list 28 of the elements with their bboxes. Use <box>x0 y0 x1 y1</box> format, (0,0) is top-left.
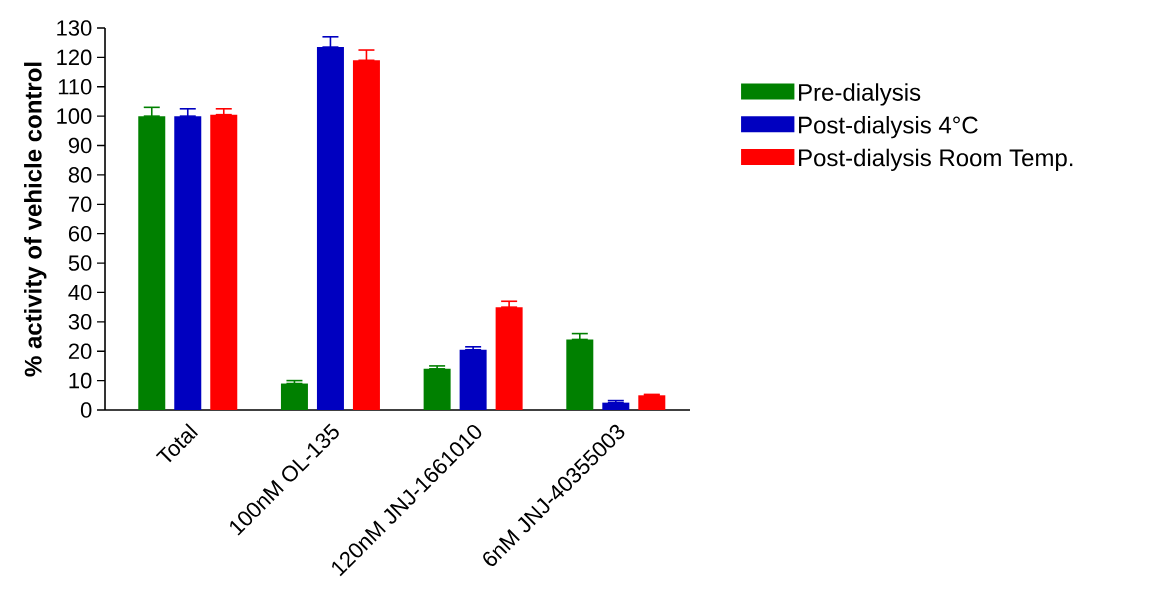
bar <box>423 368 451 410</box>
y-tick-label: 10 <box>69 372 92 389</box>
bar <box>138 116 166 410</box>
y-tick-label: 110 <box>58 78 92 95</box>
legend-label: Pre-dialysis <box>799 83 921 106</box>
bar <box>280 383 308 410</box>
y-tick-label: 90 <box>68 137 92 154</box>
y-tick-label: 20 <box>68 343 92 359</box>
y-tick-label: 70 <box>68 196 92 213</box>
y-axis-title: % activity of vehicle control <box>24 62 47 377</box>
y-tick-label: 30 <box>68 314 92 330</box>
bar <box>459 349 487 410</box>
bar <box>495 307 523 410</box>
y-tick-label: 60 <box>68 225 92 242</box>
y-tick-label: 120 <box>57 49 92 66</box>
bar <box>174 116 202 410</box>
legend-label: Post-dialysis 4°C <box>799 115 978 139</box>
y-tick-label: 0 <box>80 402 92 418</box>
y-tick-label: 80 <box>68 167 92 183</box>
bar <box>316 47 344 410</box>
y-tick-label: 50 <box>68 255 92 271</box>
y-tick-label: 40 <box>68 284 92 301</box>
bar <box>638 395 666 410</box>
bar <box>210 114 238 410</box>
legend-label: Post-dialysis Room Temp. <box>799 148 1073 172</box>
y-tick-label: 130 <box>57 20 92 36</box>
bar <box>602 402 630 410</box>
y-tick-label: 100 <box>57 108 92 124</box>
